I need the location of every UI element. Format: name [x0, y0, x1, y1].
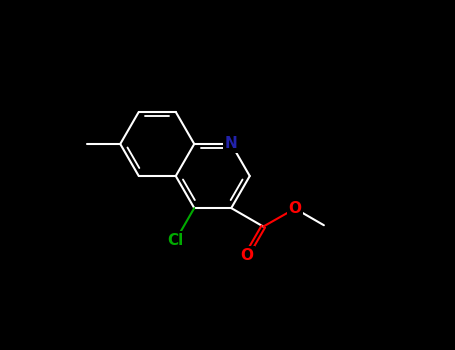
Text: N: N: [225, 136, 238, 152]
Text: O: O: [288, 201, 302, 216]
Text: Cl: Cl: [167, 233, 184, 247]
Text: O: O: [240, 248, 253, 263]
